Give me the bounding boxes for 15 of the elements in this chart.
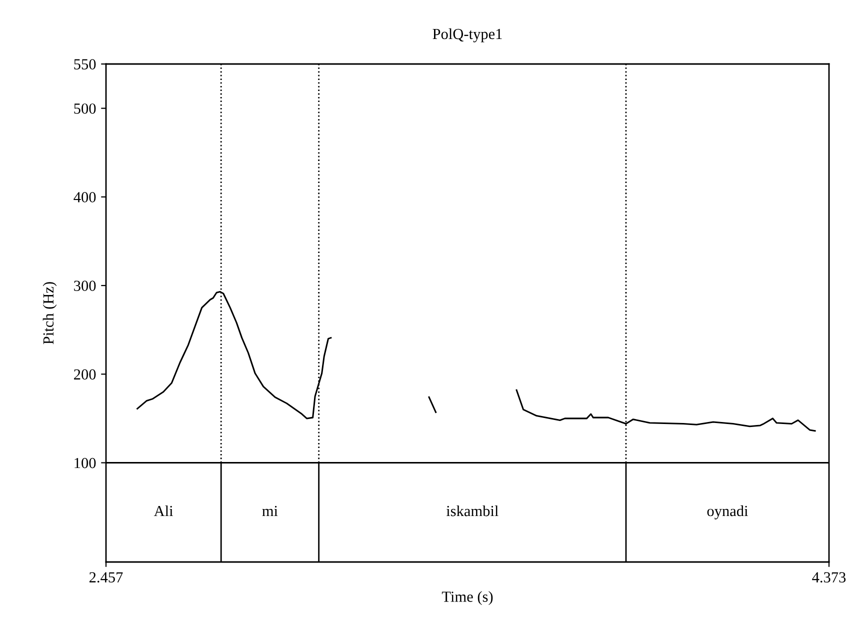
- annotation: Ali: [154, 505, 174, 516]
- y-tick-label: 300: [74, 280, 96, 291]
- x-tick-label: 4.373: [812, 572, 846, 583]
- x-tick-label: 2.457: [89, 572, 123, 583]
- chart-title: PolQ-type1: [432, 28, 502, 42]
- y-tick-label: 200: [74, 369, 96, 380]
- y-tick-label: 500: [74, 103, 96, 114]
- x-axis-title: Time (s): [442, 591, 493, 605]
- annotation: mi: [262, 506, 278, 516]
- y-axis-title: Pitch (Hz): [42, 282, 57, 344]
- y-tick-label: 400: [74, 192, 96, 202]
- annotation: iskambil: [446, 505, 498, 516]
- y-tick-label: 550: [74, 59, 96, 70]
- y-tick-label: 100: [74, 458, 96, 468]
- annotation: oynadi: [707, 505, 748, 520]
